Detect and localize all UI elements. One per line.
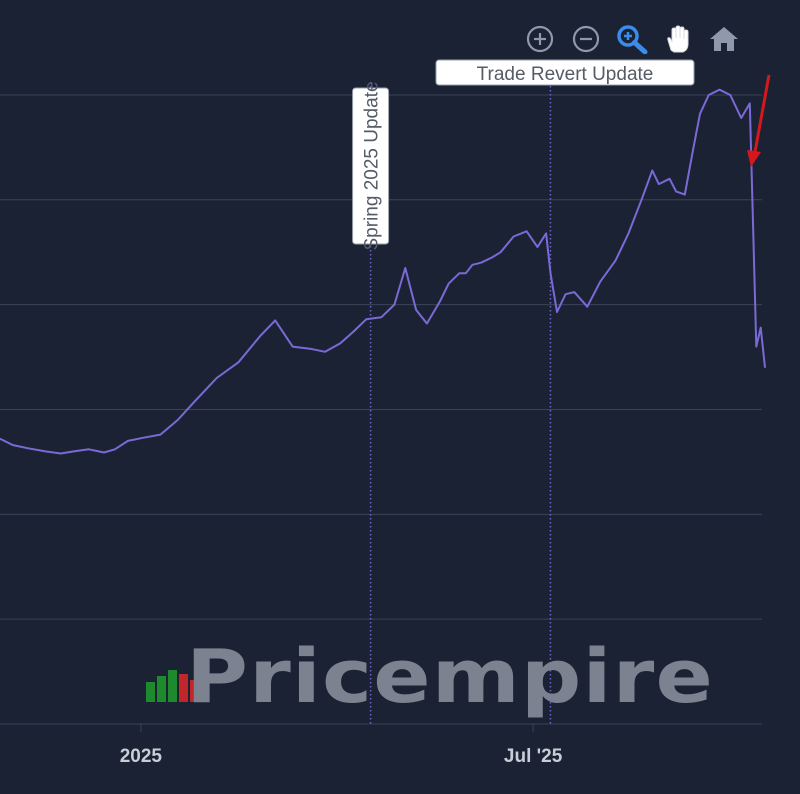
home-icon xyxy=(706,24,742,54)
data-point xyxy=(324,351,326,353)
zoom-out-button[interactable] xyxy=(568,22,604,56)
data-point xyxy=(491,256,493,259)
data-point xyxy=(764,366,766,369)
data-point xyxy=(614,260,617,262)
annotation-text: Trade Revert Update xyxy=(477,64,654,85)
data-point xyxy=(73,450,75,452)
reset-button[interactable] xyxy=(706,22,742,56)
chart-toolbar xyxy=(522,22,742,56)
data-point xyxy=(44,450,47,452)
data-point xyxy=(565,293,567,295)
data-point xyxy=(573,291,575,293)
data-point xyxy=(12,444,14,446)
data-point xyxy=(684,194,686,196)
x-axis: 2025 Jul '25 xyxy=(120,724,563,767)
logo-bar xyxy=(168,670,177,702)
data-point xyxy=(640,199,643,201)
data-point xyxy=(740,117,742,119)
data-point xyxy=(556,311,558,313)
zoom-select-button[interactable] xyxy=(614,22,650,56)
arrow-shaft xyxy=(753,74,771,153)
data-point xyxy=(292,346,294,348)
data-point xyxy=(669,178,671,180)
data-point xyxy=(309,348,311,350)
data-point xyxy=(500,251,502,253)
data-point xyxy=(448,283,450,285)
data-point xyxy=(259,335,261,337)
data-point xyxy=(216,377,218,379)
data-point xyxy=(692,146,695,148)
data-point xyxy=(352,331,354,333)
data-point xyxy=(393,304,395,306)
data-point xyxy=(274,319,276,321)
data-point xyxy=(194,400,196,402)
annotation-text: Spring 2025 Update xyxy=(362,81,383,250)
data-point xyxy=(658,183,660,185)
watermark-text: Pricempire xyxy=(186,633,714,720)
zoom-out-icon xyxy=(571,24,601,54)
annotation-box xyxy=(435,59,695,86)
data-point xyxy=(88,448,90,450)
data-point xyxy=(545,232,547,234)
data-point xyxy=(718,89,721,91)
zoom-in-icon xyxy=(525,24,555,54)
data-point xyxy=(365,318,367,320)
data-point xyxy=(627,232,630,234)
data-point xyxy=(339,342,341,344)
data-point xyxy=(471,264,473,266)
data-point xyxy=(415,309,417,311)
data-point xyxy=(675,190,677,192)
arrow-head xyxy=(746,150,761,167)
data-point xyxy=(380,316,382,318)
data-point xyxy=(159,434,161,436)
data-point xyxy=(103,451,105,454)
data-point xyxy=(526,230,528,232)
annotation-label-vertical: Spring 2025 Update xyxy=(352,81,390,251)
annotation-layer: Spring 2025 Update Trade Revert Update xyxy=(352,59,695,724)
logo-bar xyxy=(190,680,199,702)
data-point xyxy=(729,94,731,96)
data-point xyxy=(465,272,467,274)
data-point xyxy=(60,452,62,455)
data-point xyxy=(749,102,751,104)
data-point xyxy=(237,361,239,363)
data-point xyxy=(708,94,710,96)
data-point xyxy=(513,235,515,238)
logo-bar xyxy=(146,682,155,702)
watermark: Pricempire xyxy=(146,633,714,720)
data-point xyxy=(536,246,539,248)
data-point xyxy=(177,419,179,421)
x-tick-label: Jul '25 xyxy=(504,746,563,767)
marker-layer xyxy=(746,74,771,167)
data-point xyxy=(439,300,441,303)
data-point xyxy=(699,113,701,115)
magnifier-icon xyxy=(615,24,649,54)
zoom-in-button[interactable] xyxy=(522,22,558,56)
data-point xyxy=(549,272,552,274)
logo-bar xyxy=(179,674,188,702)
hand-icon xyxy=(662,24,694,54)
data-point xyxy=(127,440,129,442)
data-point xyxy=(142,437,144,439)
data-point xyxy=(458,272,460,274)
data-point xyxy=(651,169,653,172)
data-point xyxy=(599,281,601,283)
data-point xyxy=(760,327,762,329)
data-point xyxy=(114,448,116,450)
data-point xyxy=(480,262,482,264)
data-point xyxy=(586,306,588,308)
pan-button[interactable] xyxy=(660,22,696,56)
data-point xyxy=(0,438,1,440)
annotation-box xyxy=(352,87,390,245)
data-point xyxy=(755,346,757,348)
data-point xyxy=(404,267,406,269)
logo-bar xyxy=(157,676,166,702)
data-point xyxy=(426,322,428,325)
series-layer xyxy=(0,88,766,455)
data-point xyxy=(27,447,29,449)
x-tick-label: 2025 xyxy=(120,746,163,767)
